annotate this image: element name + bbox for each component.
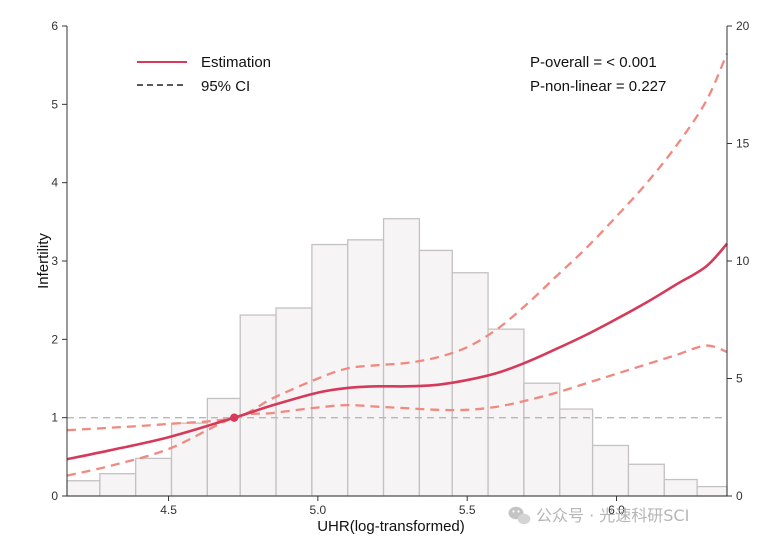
y2-tick-label: 15 [736, 137, 750, 151]
axes: 0 1 2 3 4 5 6 0 5 10 15 20 4.5 5.0 5.5 6.0 [51, 19, 749, 517]
y2-tick-label: 10 [736, 254, 750, 268]
histogram-bar [591, 444, 630, 497]
histogram-bar [487, 328, 525, 497]
watermark-text: 公众号 · 光速科研SCI [536, 506, 689, 525]
histogram [66, 218, 728, 497]
y-tick-label: 2 [51, 332, 58, 346]
y-tick-label: 6 [51, 19, 58, 33]
x-tick-label: 4.5 [160, 503, 177, 517]
histogram-bar [66, 480, 101, 497]
histogram-bar [418, 249, 453, 497]
y-tick-label: 4 [51, 176, 58, 190]
histogram-bar [696, 485, 728, 497]
x-tick-label: 5.0 [310, 503, 327, 517]
x-tick-label: 6.0 [608, 503, 625, 517]
legend: Estimation 95% CI [137, 54, 271, 95]
reference-point [230, 413, 239, 422]
p-overall-annotation: P-overall = < 0.001 [530, 54, 657, 71]
histogram-bar [347, 239, 385, 497]
x-axis-title: UHR(log-transformed) [317, 518, 465, 535]
histogram-bar [559, 408, 594, 497]
histogram-bar [99, 473, 137, 497]
histogram-bar [627, 463, 665, 497]
series-ci-lower-line [66, 344, 728, 477]
histogram-bar [206, 397, 241, 497]
y-axis-title: Infertility [35, 233, 52, 289]
legend-label-ci: 95% CI [201, 78, 250, 95]
y-tick-label: 0 [51, 489, 58, 503]
watermark: 公众号 · 光速科研SCI [508, 506, 689, 525]
y-tick-label: 1 [51, 411, 58, 425]
histogram-bar [382, 218, 421, 497]
y-tick-label: 3 [51, 254, 58, 268]
histogram-bar [451, 272, 489, 497]
p-nonlinear-annotation: P-non-linear = 0.227 [530, 78, 666, 95]
histogram-bar [135, 457, 173, 497]
y2-tick-label: 0 [736, 489, 743, 503]
histogram-bar [523, 382, 561, 497]
y2-tick-label: 20 [736, 19, 750, 33]
x-tick-label: 5.5 [459, 503, 476, 517]
legend-label-estimation: Estimation [201, 54, 271, 71]
y2-tick-label: 5 [736, 372, 743, 386]
histogram-bar [663, 478, 698, 497]
y-tick-label: 5 [51, 97, 58, 111]
wechat-icon [508, 506, 531, 525]
